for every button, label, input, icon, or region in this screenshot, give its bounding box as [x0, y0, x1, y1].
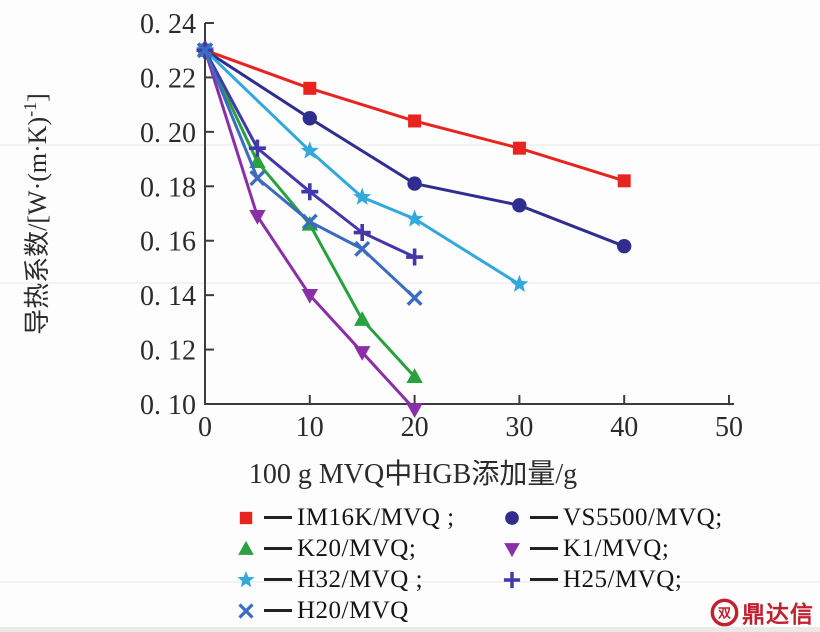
circle-marker — [302, 111, 317, 126]
logo-icon: 双 — [710, 598, 739, 626]
legend-item-h32-mvq: H32/MVQ ; — [234, 564, 500, 595]
triangle-down-marker — [249, 210, 266, 225]
x-marker — [196, 42, 214, 59]
series-im16k-mvq — [198, 43, 631, 188]
legend-item-im16k-mvq: IM16K/MVQ ; — [234, 502, 500, 533]
line-chart: 0. 10 0. 12 0. 14 0. 16 0. 18 0. 20 0. 22 0. 24… — [20, 9, 743, 490]
square-legend-icon — [239, 511, 253, 524]
y-tick-label: 0. 12 — [140, 336, 196, 367]
legend-item-k1-mvq: K1/MVQ; — [500, 533, 820, 564]
legend-label: VS5500/MVQ; — [563, 503, 723, 531]
legend-label: IM16K/MVQ ; — [297, 503, 455, 531]
y-tick-label: 0. 10 — [140, 390, 196, 421]
x-tick-label: 40 — [610, 412, 638, 443]
legend-label: K1/MVQ; — [563, 534, 670, 562]
legend-label: K20/MVQ; — [297, 534, 417, 562]
square-marker — [617, 174, 631, 188]
axes: 0. 10 0. 12 0. 14 0. 16 0. 18 0. 20 0. 22 0. 24… — [140, 9, 743, 443]
y-tick-label: 0. 18 — [140, 172, 196, 203]
plus-marker — [301, 183, 319, 201]
circle-legend-icon — [505, 510, 519, 525]
legend-item-vs5500-mvq: VS5500/MVQ; — [500, 502, 820, 533]
chart-legend: IM16K/MVQ ; VS5500/MVQ; K20/MVQ; K1/MVQ; H32… — [234, 502, 820, 626]
legend-item-h25-mvq: H25/MVQ; — [500, 564, 820, 595]
y-tick-label: 0. 16 — [140, 227, 196, 258]
watermark-logo: 双 鼎达信 — [710, 595, 814, 629]
square-marker — [512, 141, 526, 155]
star-marker — [300, 141, 319, 159]
triangle-down-marker — [354, 346, 371, 361]
x-tick-label: 10 — [296, 412, 324, 443]
circle-marker — [617, 238, 632, 254]
legend-item-k20-mvq: K20/MVQ; — [234, 533, 500, 564]
plus-legend-icon — [503, 571, 521, 588]
triangle-down-marker — [406, 403, 423, 418]
y-tick-label: 0. 14 — [140, 281, 196, 312]
triangle-up-marker — [354, 311, 371, 326]
square-marker — [408, 114, 422, 128]
x-marker — [406, 289, 423, 306]
legend-label: H25/MVQ; — [563, 565, 683, 593]
star-marker — [405, 209, 424, 227]
y-tick-label: 0. 22 — [140, 63, 196, 94]
x-marker — [238, 602, 254, 619]
svg-text:双: 双 — [718, 605, 731, 620]
logo-text: 鼎达信 — [742, 601, 814, 627]
x-legend-icon — [238, 602, 254, 619]
scan-artifact-strip — [0, 627, 820, 632]
legend-dash — [530, 578, 558, 581]
star-marker — [510, 274, 529, 292]
legend-dash — [530, 547, 558, 550]
series-h20-mvq — [196, 42, 423, 306]
legend-label: H20/MVQ — [297, 596, 409, 624]
square-marker — [303, 81, 317, 95]
plus-marker — [406, 248, 424, 266]
plus-marker — [353, 224, 371, 242]
square-marker — [239, 511, 253, 524]
triangle-down-legend-icon — [504, 542, 520, 557]
legend-dash — [264, 516, 292, 519]
circle-marker — [407, 176, 422, 191]
x-tick-label: 0 — [198, 412, 212, 443]
x-axis-title: 100 g MVQ中HGB添加量/g — [249, 458, 577, 490]
circle-marker — [512, 198, 527, 213]
x-marker — [301, 213, 318, 230]
triangle-down-marker — [504, 542, 520, 557]
y-tick-label: 0. 20 — [140, 118, 196, 149]
x-tick-label: 30 — [505, 412, 533, 443]
y-tick-label: 0. 24 — [140, 9, 196, 40]
legend-dash — [264, 578, 292, 581]
series-h25-mvq — [196, 41, 424, 266]
legend-dash — [530, 516, 558, 519]
x-marker — [249, 170, 266, 187]
legend-dash — [264, 547, 292, 550]
triangle-up-marker — [406, 368, 423, 383]
plus-marker — [503, 571, 521, 588]
x-marker — [354, 240, 371, 257]
triangle-up-legend-icon — [238, 540, 254, 555]
y-axis-title: 导热系数/[W·(m·K)-1] — [20, 93, 52, 335]
legend-dash — [264, 609, 292, 612]
x-tick-label: 50 — [715, 412, 743, 443]
triangle-up-marker — [238, 540, 254, 555]
star-legend-icon — [237, 570, 255, 587]
star-marker — [353, 187, 372, 205]
triangle-down-marker — [301, 288, 318, 304]
star-marker — [237, 570, 255, 587]
legend-item-h20-mvq: H20/MVQ — [234, 595, 500, 626]
legend-label: H32/MVQ ; — [297, 565, 424, 593]
plus-marker — [248, 139, 266, 157]
circle-marker — [505, 510, 519, 525]
